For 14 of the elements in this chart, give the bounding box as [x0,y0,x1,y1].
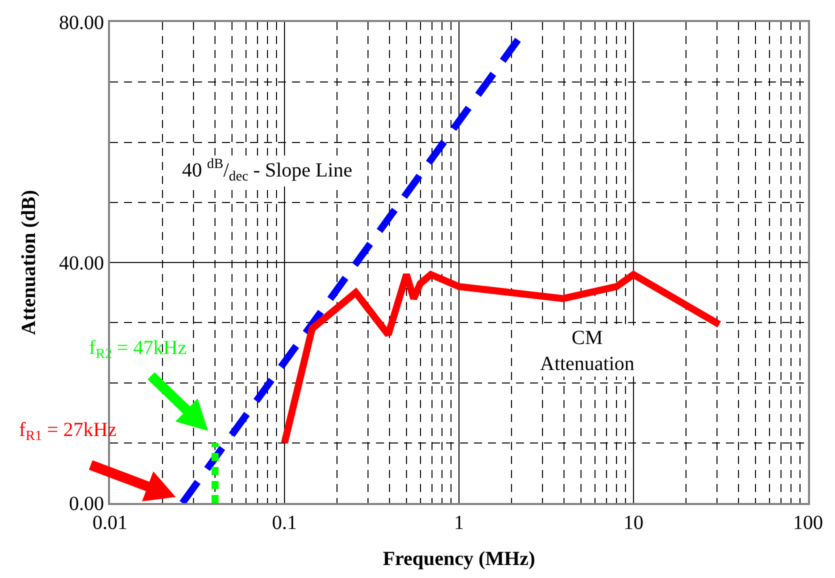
x-tick-label: 0.1 [272,512,297,534]
annotation: CM Attenuation [540,327,634,375]
x-tick-label: 100 [793,512,823,534]
y-axis-title: Attenuation (dB) [18,190,40,336]
y-tick-label: 0.00 [69,493,104,515]
x-tick-label: 10 [624,512,644,534]
x-axis-title: Frequency (MHz) [382,548,536,570]
annotation: 40 $^{dB}$/$_{dec}$ - Slope Line [182,157,352,185]
annotation: f$_{R2}$ = 47kHz [89,337,187,362]
annotation: f$_{R1}$ = 27kHz [19,419,117,444]
y-tick-label: 80.00 [59,12,104,34]
x-tick-label: 1 [454,512,464,534]
y-tick-label: 40.00 [59,252,104,274]
x-tick-label: 0.01 [92,512,128,534]
